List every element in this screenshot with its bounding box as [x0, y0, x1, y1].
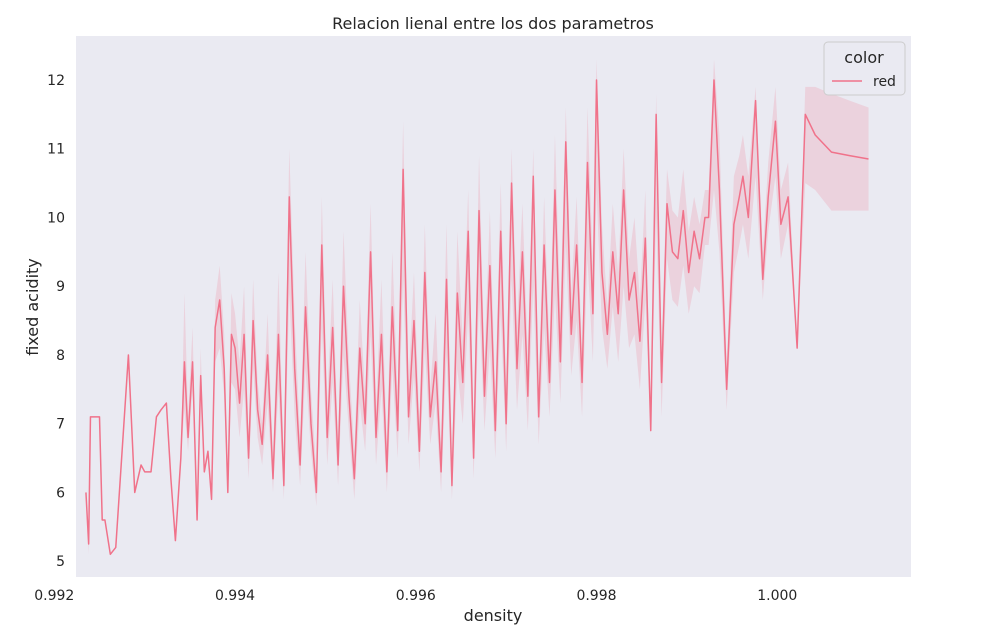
legend-label-red: red	[873, 74, 896, 90]
plot-area	[76, 36, 911, 577]
y-tick-label: 6	[56, 485, 65, 501]
series-line-red	[85, 79, 869, 556]
x-axis-label: density	[464, 606, 523, 625]
x-tick-label: 0.996	[396, 588, 436, 604]
x-tick-labels: 0.992 0.994 0.996 0.998 1.000	[34, 588, 797, 604]
x-tick-label: 1.000	[757, 588, 797, 604]
y-tick-label: 12	[47, 73, 65, 89]
y-tick-label: 8	[56, 348, 65, 364]
y-tick-label: 11	[47, 142, 65, 158]
x-tick-label: 0.994	[215, 588, 255, 604]
y-axis-label: fixed acidity	[23, 258, 42, 356]
y-tick-label: 9	[56, 279, 65, 295]
y-tick-labels: 5 6 7 8 9 10 11 12	[47, 73, 65, 570]
chart-title: Relacion lienal entre los dos parametros	[332, 14, 654, 33]
legend: color red	[823, 41, 906, 96]
series-line-layer	[85, 79, 869, 556]
y-tick-label: 10	[47, 211, 65, 227]
x-tick-label: 0.992	[34, 588, 74, 604]
x-tick-label: 0.998	[576, 588, 616, 604]
legend-title: color	[844, 48, 884, 67]
y-tick-label: 5	[56, 554, 65, 570]
y-tick-label: 7	[56, 417, 65, 433]
